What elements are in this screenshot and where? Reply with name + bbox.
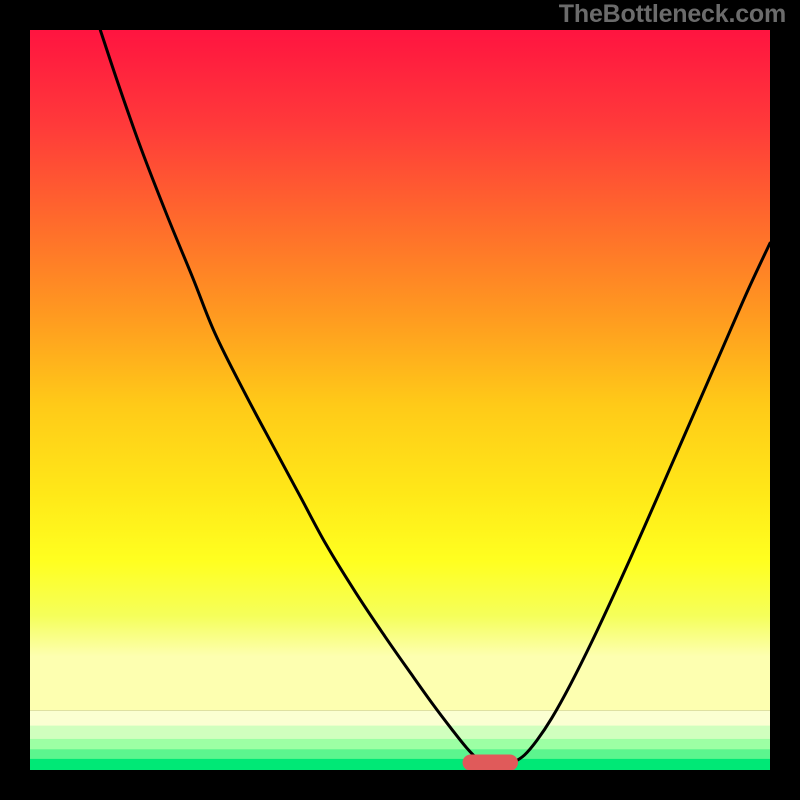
chart-svg [30, 30, 770, 770]
background-band-1 [30, 726, 770, 740]
optimal-marker [463, 754, 519, 770]
background-band-3 [30, 749, 770, 759]
watermark-label: TheBottleneck.com [559, 0, 786, 29]
background-band-4 [30, 759, 770, 770]
chart-frame: TheBottleneck.com [0, 0, 800, 800]
background-band-2 [30, 739, 770, 750]
background-band-0 [30, 711, 770, 726]
plot-area [30, 30, 770, 770]
background-gradient [30, 30, 770, 711]
